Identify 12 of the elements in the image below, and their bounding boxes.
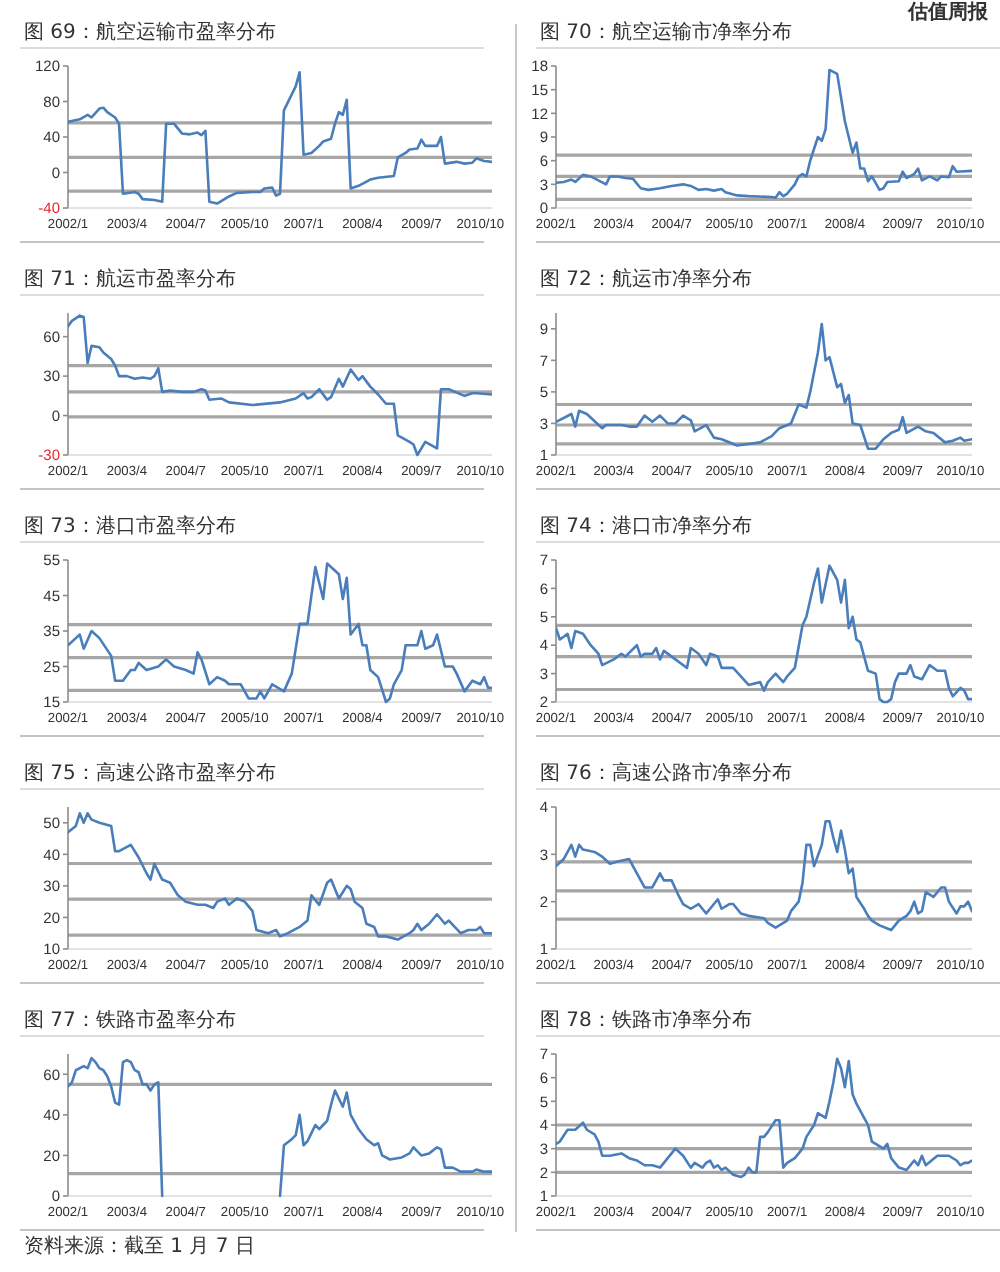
chart-title: 图 74：港口市净率分布	[540, 514, 752, 538]
chart-title: 图 75：高速公路市盈率分布	[24, 761, 276, 785]
text: 估值周报	[906, 0, 990, 24]
chart-title: 图 78：铁路市净率分布	[540, 1008, 752, 1032]
chart-title: 图 73：港口市盈率分布	[24, 514, 236, 538]
chart-title: 图 71：航运市盈率分布	[24, 267, 236, 291]
chart-title: 图 70：航空运输市净率分布	[540, 20, 792, 44]
chart-title: 图 72：航运市净率分布	[540, 267, 752, 291]
chart-title: 图 69：航空运输市盈率分布	[24, 20, 276, 44]
chart-title: 图 77：铁路市盈率分布	[24, 1008, 236, 1032]
chart-title: 图 76：高速公路市净率分布	[540, 761, 792, 785]
text: 资料来源：截至 1 月 7 日	[24, 1234, 255, 1258]
